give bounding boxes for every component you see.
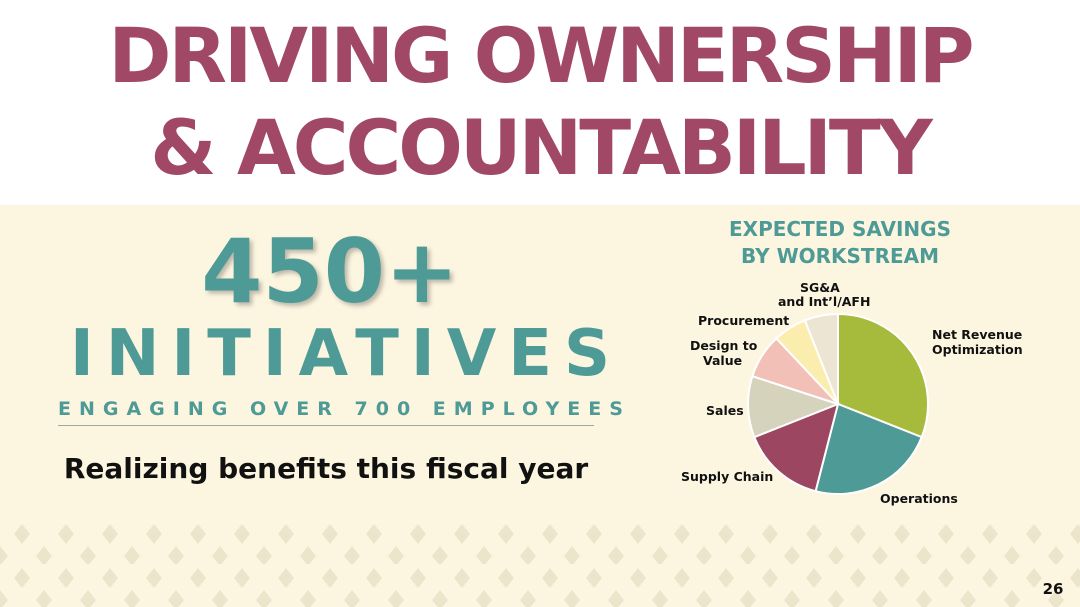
label-sga-2: and Int’l/AFH bbox=[778, 294, 871, 309]
pie-slice-net-revenue-optimization bbox=[837, 312, 929, 439]
pie-slice-sg-a-and-int-l-afh bbox=[803, 312, 839, 405]
label-supply-chain: Supply Chain bbox=[681, 469, 774, 484]
initiatives-count: 450+ bbox=[201, 220, 459, 323]
label-procurement: Procurement bbox=[698, 313, 790, 328]
label-sales: Sales bbox=[706, 403, 744, 418]
initiatives-word: INITIATIVES bbox=[70, 317, 623, 391]
label-operations: Operations bbox=[880, 491, 958, 506]
pie-slice-supply-chain bbox=[753, 402, 840, 493]
chart-title-line2: BY WORKSTREAM bbox=[740, 244, 940, 268]
chart-title-line1: EXPECTED SAVINGS bbox=[729, 217, 951, 241]
engaging-employees: ENGAGING OVER 700 EMPLOYEES bbox=[58, 398, 631, 420]
page-number: 26 bbox=[1042, 580, 1064, 598]
slide-title-line2: & ACCOUNTABILITY bbox=[150, 103, 933, 192]
label-net-revenue-1: Net Revenue bbox=[932, 327, 1023, 342]
label-design-to-value-1: Design to bbox=[690, 338, 758, 353]
label-net-revenue-2: Optimization bbox=[932, 342, 1023, 357]
label-design-to-value-2: Value bbox=[703, 353, 743, 368]
label-sga-1: SG&A bbox=[800, 280, 840, 295]
decorative-pattern bbox=[0, 520, 1080, 607]
divider bbox=[58, 425, 594, 426]
realizing-benefits: Realizing benefits this fiscal year bbox=[63, 452, 589, 485]
slide-title-line1: DRIVING OWNERSHIP bbox=[108, 11, 974, 100]
pie-slice-operations bbox=[814, 402, 923, 495]
